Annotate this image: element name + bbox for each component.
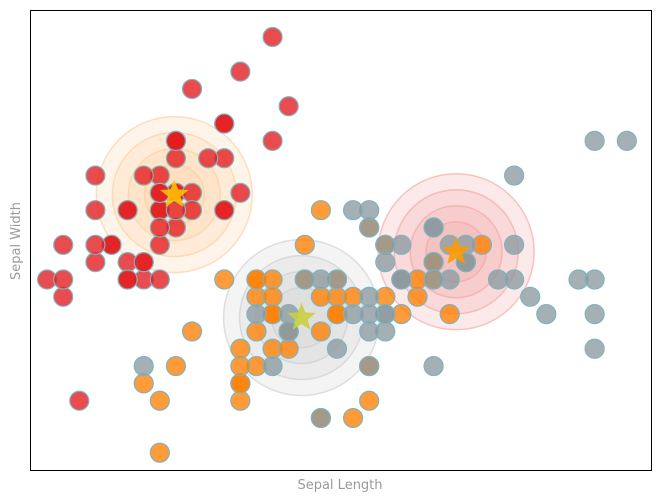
cluster-red-point [149, 234, 170, 255]
cluster-red-point [85, 234, 106, 255]
cluster-red-point [262, 130, 283, 152]
cluster-orange-point [230, 390, 251, 411]
cluster-red-point [165, 130, 187, 152]
cluster-gray-point [359, 286, 380, 307]
cluster-gray-point [584, 269, 605, 290]
cluster-gray-point [342, 200, 364, 221]
cluster-orange-point [262, 286, 283, 307]
cluster-red-point [85, 165, 106, 186]
cluster-red-point [262, 26, 283, 48]
cluster-red-point [214, 200, 235, 221]
cluster-gray-point [504, 269, 525, 290]
cluster-red-point [165, 148, 187, 169]
cluster-red-point [230, 61, 251, 82]
cluster-red-point [181, 182, 203, 203]
cluster-orange-point [278, 338, 299, 359]
cluster-gray-point [326, 338, 348, 359]
cluster-red-point [53, 286, 74, 307]
cluster-red-point [214, 113, 235, 134]
cluster-gray-point [423, 355, 444, 377]
cluster-gray-point [391, 269, 412, 290]
cluster-orange-point [439, 304, 460, 325]
cluster-red-point [278, 96, 299, 117]
cluster-gray-point [294, 269, 315, 290]
cluster-gray-point [584, 130, 605, 152]
cluster-orange-point [149, 442, 170, 463]
centroid-orange-star [287, 302, 316, 330]
cluster-red-point [85, 200, 106, 221]
cluster-orange-point [133, 373, 154, 394]
cluster-gray-point [616, 130, 637, 152]
y-axis-label: Sepal Width [9, 202, 24, 280]
cluster-gray-point [375, 234, 396, 255]
centroid-gray-star [441, 236, 471, 264]
cluster-gray-point [423, 269, 444, 290]
cluster-orange-point [359, 390, 380, 411]
cluster-gray-point [359, 304, 380, 325]
cluster-orange-point [407, 286, 428, 307]
cluster-gray-point [584, 304, 605, 325]
cluster-red-point [117, 269, 138, 290]
cluster-gray-point [584, 338, 605, 359]
cluster-gray-point [520, 286, 541, 307]
cluster-red-point [69, 390, 90, 411]
cluster-red-point [133, 165, 154, 186]
cluster-gray-point [375, 252, 396, 273]
cluster-red-point [85, 252, 106, 273]
cluster-red-point [53, 269, 74, 290]
x-axis-label: Sepal Length [297, 478, 382, 493]
cluster-orange-point [294, 234, 315, 255]
cluster-gray-point [504, 165, 525, 186]
cluster-orange-point [342, 407, 364, 429]
cluster-orange-point [230, 338, 251, 359]
cluster-gray-point [536, 304, 557, 325]
cluster-red-point [198, 148, 219, 169]
cluster-gray-point [359, 355, 380, 377]
centroid-markers [160, 179, 471, 330]
cluster-red-point [181, 78, 203, 100]
cluster-red-point [230, 182, 251, 203]
cluster-orange-point [310, 286, 331, 307]
cluster-gray-point [359, 321, 380, 342]
cluster-orange-point [246, 321, 267, 342]
cluster-gray-point [133, 355, 154, 377]
cluster-gray-point [246, 304, 267, 325]
cluster-gray-point [310, 407, 331, 429]
cluster-orange-point [230, 355, 251, 377]
cluster-orange-point [230, 373, 251, 394]
cluster-orange-point [149, 390, 170, 411]
cluster-gray-point [423, 252, 444, 273]
cluster-red-point [53, 234, 74, 255]
cluster-gray-point [423, 217, 444, 238]
cluster-gray-point [359, 217, 380, 238]
plot-frame [30, 10, 652, 471]
cluster-orange-point [214, 269, 235, 290]
cluster-orange-point [310, 321, 331, 342]
cluster-orange-point [165, 355, 187, 377]
cluster-orange-point [310, 200, 331, 221]
cluster-red-point [133, 252, 154, 273]
cluster-orange-point [181, 321, 203, 342]
cluster-gray-point [262, 355, 283, 377]
cluster-red-point [117, 200, 138, 221]
cluster-orange-point [262, 269, 283, 290]
centroid-red-star [160, 179, 189, 207]
data-points [37, 26, 637, 463]
cluster-gray-point [278, 321, 299, 342]
cluster-gray-point [504, 234, 525, 255]
cluster-red-point [149, 269, 170, 290]
cluster-red-point [149, 217, 170, 238]
